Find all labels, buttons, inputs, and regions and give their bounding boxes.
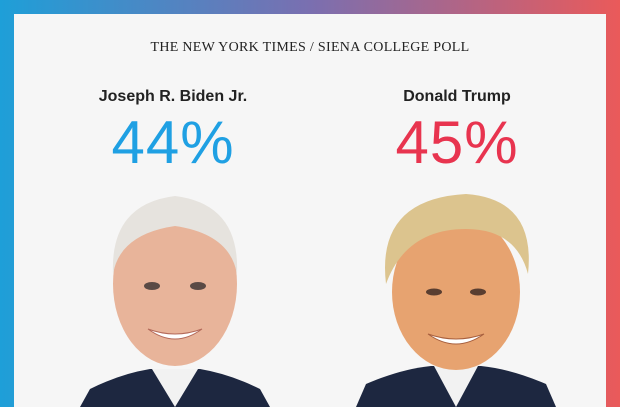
portrait xyxy=(80,196,270,407)
panel: THE NEW YORK TIMES / SIENA COLLEGE POLL … xyxy=(14,14,606,407)
portrait xyxy=(356,194,556,407)
candidate-name: Joseph R. Biden Jr. xyxy=(98,88,248,105)
candidate-name: Donald Trump xyxy=(403,88,511,105)
candidate-share: 44% xyxy=(111,109,235,176)
candidate-share: 45% xyxy=(395,109,519,176)
poll-title: THE NEW YORK TIMES / SIENA COLLEGE POLL xyxy=(150,40,470,55)
